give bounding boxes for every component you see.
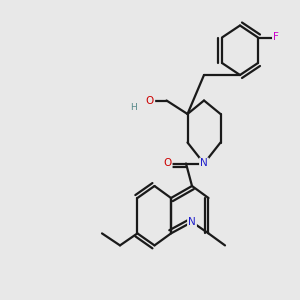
Text: N: N [200, 158, 208, 169]
Text: N: N [188, 217, 196, 227]
Text: O: O [146, 95, 154, 106]
Text: H: H [130, 103, 137, 112]
Text: O: O [163, 158, 172, 169]
Text: F: F [273, 32, 279, 43]
